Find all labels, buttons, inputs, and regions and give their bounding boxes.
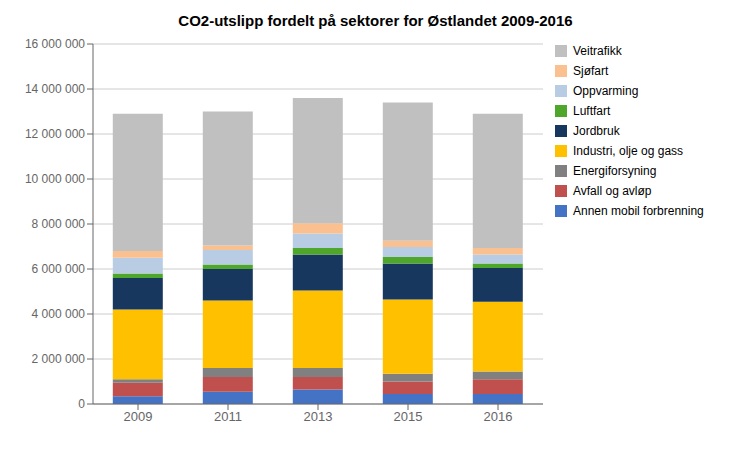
html-text:Veitrafikk: Veitrafikk	[573, 44, 622, 58]
svg-text:2009: 2009	[124, 409, 153, 424]
html-text:Jordbruk: Jordbruk	[573, 124, 620, 138]
html-text:Sjøfart: Sjøfart	[573, 64, 609, 78]
svg-text:0: 0	[78, 397, 85, 411]
svg-text:6 000 000: 6 000 000	[32, 262, 86, 276]
svg-text:16 000 000: 16 000 000	[25, 37, 85, 51]
svg-text:2013: 2013	[304, 409, 333, 424]
svg-text:4 000 000: 4 000 000	[32, 307, 86, 321]
html-text:Industri, olje og gass: Industri, olje og gass	[573, 144, 684, 158]
html-text:Oppvarming: Oppvarming	[573, 84, 639, 98]
html-text:Avfall og avløp: Avfall og avløp	[573, 184, 652, 198]
html-text:Annen mobil forbrenning: Annen mobil forbrenning	[573, 204, 704, 218]
svg-text:8 000 000: 8 000 000	[32, 217, 86, 231]
svg-text:10 000 000: 10 000 000	[25, 172, 85, 186]
svg-text:2016: 2016	[484, 409, 513, 424]
html-text:Luftfart: Luftfart	[573, 104, 611, 118]
svg-text:2015: 2015	[394, 409, 423, 424]
svg-text:2011: 2011	[214, 409, 242, 424]
svg-text:14 000 000: 14 000 000	[25, 82, 85, 96]
svg-text:12 000 000: 12 000 000	[25, 127, 85, 141]
svg-text:2 000 000: 2 000 000	[32, 352, 86, 366]
html-text:Energiforsyning: Energiforsyning	[573, 164, 657, 178]
html-text:CO2-utslipp fordelt på sektore: CO2-utslipp fordelt på sektorer for Østl…	[178, 12, 573, 29]
